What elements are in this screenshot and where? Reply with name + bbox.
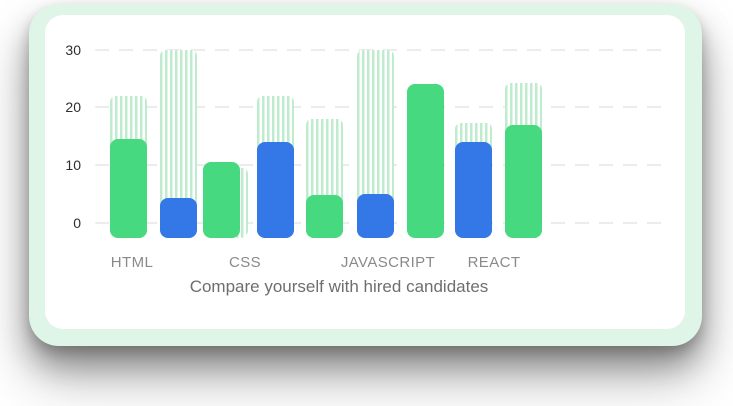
x-axis-label-html: HTML xyxy=(110,254,154,271)
y-axis-tick-10: 10 xyxy=(65,157,81,174)
chart-card: 0 10 20 30 HTML CSS JAVASCRIPT REACT Compare yo… xyxy=(45,15,685,329)
y-axis-tick-0: 0 xyxy=(73,215,81,231)
bar-solid-green xyxy=(203,162,240,238)
y-axis-tick-20: 20 xyxy=(65,99,81,116)
bar-solid-blue xyxy=(357,194,394,238)
bar-solid-blue xyxy=(455,142,492,238)
y-axis-tick-30: 30 xyxy=(65,41,81,58)
bar-solid-blue xyxy=(160,198,197,238)
x-axis-label-css: CSS xyxy=(228,254,262,271)
chart-card-frame: 0 10 20 30 HTML CSS JAVASCRIPT REACT Compare yo… xyxy=(29,4,702,346)
bar-solid-green xyxy=(407,84,444,238)
bar-solid-green xyxy=(110,139,147,238)
bar-solid-green xyxy=(306,195,343,238)
bar-chart: 0 10 20 30 HTML CSS JAVASCRIPT REACT xyxy=(45,15,685,329)
x-axis-label-javascript: JAVASCRIPT xyxy=(340,254,436,271)
bar-solid-blue xyxy=(257,142,294,238)
x-axis-label-react: REACT xyxy=(467,254,521,271)
chart-caption: Compare yourself with hired candidates xyxy=(189,277,489,296)
bar-solid-green xyxy=(505,124,542,238)
